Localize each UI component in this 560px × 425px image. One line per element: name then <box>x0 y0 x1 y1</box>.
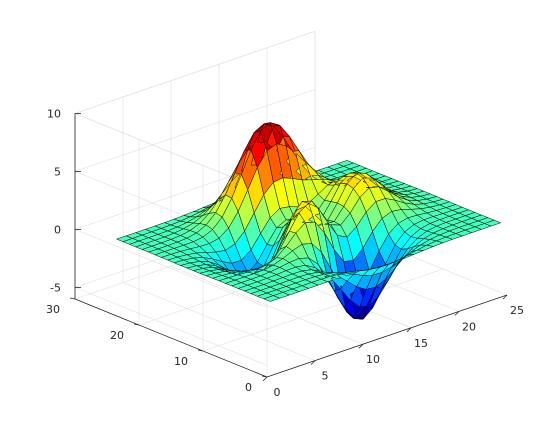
x-tick-label: 10 <box>366 353 380 366</box>
y-tick-label: 30 <box>46 303 60 316</box>
x-tick-label: 0 <box>274 386 281 399</box>
y-tick-mark <box>198 350 203 351</box>
x-tick-label: 5 <box>322 370 329 383</box>
y-tick-mark <box>70 298 75 299</box>
y-tick-label: 20 <box>110 329 124 342</box>
grid-line <box>75 287 267 365</box>
y-tick-label: 10 <box>174 355 188 368</box>
z-tick-label: 5 <box>54 165 61 178</box>
y-tick-mark <box>262 376 267 377</box>
box-edge <box>75 31 315 113</box>
y-axis-line <box>75 299 267 377</box>
x-axis-line <box>267 295 507 377</box>
x-tick-label: 15 <box>414 337 428 350</box>
x-tick-label: 20 <box>462 320 476 333</box>
y-tick-label: 0 <box>245 381 252 394</box>
x-tick-mark <box>263 377 267 381</box>
x-tick-label: 25 <box>510 304 524 317</box>
z-tick-label: -5 <box>50 281 61 294</box>
y-tick-mark <box>134 324 139 325</box>
z-tick-label: 10 <box>47 107 61 120</box>
surface-mesh <box>117 123 501 320</box>
z-tick-label: 0 <box>54 223 61 236</box>
